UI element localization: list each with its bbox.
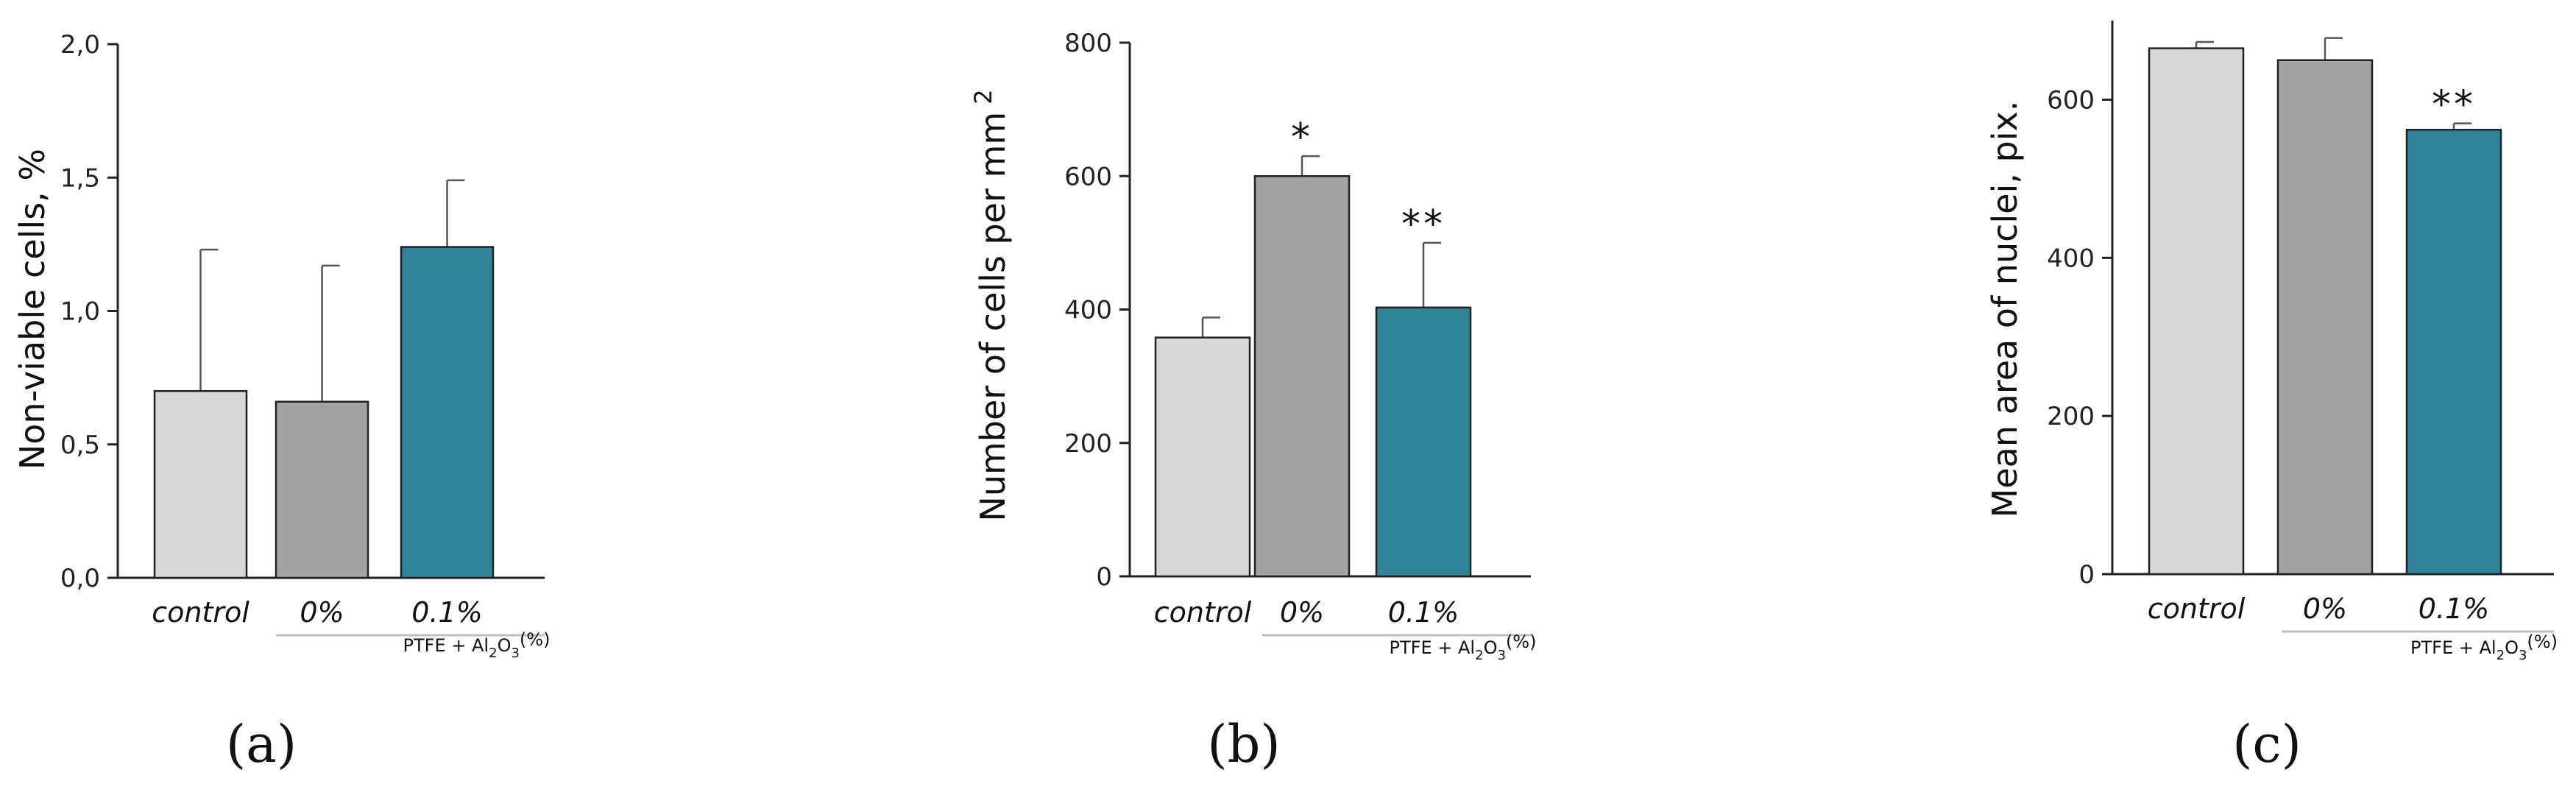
y-axis-label: Mean area of nuclei, pix. <box>1985 101 2025 518</box>
y-tick-label: 0,0 <box>60 564 100 593</box>
significance-marker: ** <box>1401 202 1446 247</box>
x-category-label: control <box>1154 596 1252 629</box>
y-tick-label: 200 <box>2047 402 2095 431</box>
y-tick-label: 600 <box>1064 162 1112 191</box>
group-label-part: (%) <box>2527 632 2558 652</box>
bar-0% <box>275 400 369 579</box>
group-label: PTFE + Al2O3(%) <box>1390 632 1537 663</box>
y-axis-label: Number of cells per mm2 <box>969 89 1013 521</box>
y-tick-label: 200 <box>1064 429 1112 459</box>
group-label-part: 3 <box>511 646 519 661</box>
panel-label: (c) <box>2232 714 2301 774</box>
y-tick-label: 400 <box>2047 244 2095 273</box>
group-label-part: PTFE + Al <box>403 635 489 656</box>
chart-panel-a: 0,0 0,5 1,0 1,5 2,0 Non-viable cells, % contro… <box>13 30 550 774</box>
group-label-part: O <box>2505 637 2519 658</box>
bar-control <box>1154 336 1251 578</box>
y-tick-label: 0 <box>1096 562 1112 592</box>
x-category-label: 0% <box>1280 596 1324 629</box>
group-label-part: O <box>1484 637 1498 658</box>
significance-marker: ** <box>2432 83 2476 127</box>
bar-control <box>153 390 248 579</box>
group-label-part: PTFE + Al <box>1390 637 1476 658</box>
group-label-part: PTFE + Al <box>2410 637 2497 658</box>
x-category-label: 0.1% <box>2418 593 2490 625</box>
y-tick-label: 400 <box>1064 296 1112 325</box>
panel-label: (b) <box>1207 714 1280 774</box>
y-tick-label: 0 <box>2078 560 2095 590</box>
group-label-part: 3 <box>1497 648 1505 663</box>
significance-marker: * <box>1291 116 1313 160</box>
x-category-label: 0% <box>2303 593 2347 625</box>
bar-0% <box>2276 59 2374 576</box>
x-category-label: control <box>2148 593 2246 625</box>
x-category-label: 0% <box>300 596 344 629</box>
group-label: PTFE + Al2O3(%) <box>2410 632 2558 663</box>
x-category-label: control <box>152 596 250 629</box>
group-label-part: (%) <box>520 629 551 650</box>
y-axis-label: Non-viable cells, % <box>13 149 52 470</box>
bar-0.1% <box>400 246 495 579</box>
chart-panel-b: 0 200 400 600 800 Number of cells per mm2 cont… <box>969 29 1536 774</box>
group-label-part: O <box>498 635 512 656</box>
x-category-label: 0.1% <box>1388 596 1459 629</box>
chart-panel-c: 0 200 400 600 Mean area of nuclei, pix. contr… <box>1985 21 2558 774</box>
group-label: PTFE + Al2O3(%) <box>403 629 551 661</box>
bar-0.1% <box>1375 306 1472 578</box>
y-tick-label: 600 <box>2047 85 2095 115</box>
bar-control <box>2148 47 2245 576</box>
y-tick-label: 800 <box>1064 29 1112 58</box>
panel-label: (a) <box>226 714 297 774</box>
group-label-part: 2 <box>489 646 497 661</box>
y-tick-label: 2,0 <box>60 30 100 60</box>
x-category-label: 0.1% <box>411 596 483 629</box>
bar-0% <box>1253 175 1351 578</box>
y-tick-label: 0,5 <box>60 431 100 460</box>
group-label-part: 3 <box>2519 648 2527 663</box>
group-label-part: 2 <box>1475 648 1483 663</box>
y-tick-label: 1,5 <box>60 163 100 193</box>
group-label-part: (%) <box>1506 632 1537 652</box>
group-label-part: 2 <box>2497 648 2505 663</box>
y-axis-label-superscript: 2 <box>969 89 997 104</box>
y-tick-label: 1,0 <box>60 297 100 327</box>
bar-0.1% <box>2405 129 2502 576</box>
